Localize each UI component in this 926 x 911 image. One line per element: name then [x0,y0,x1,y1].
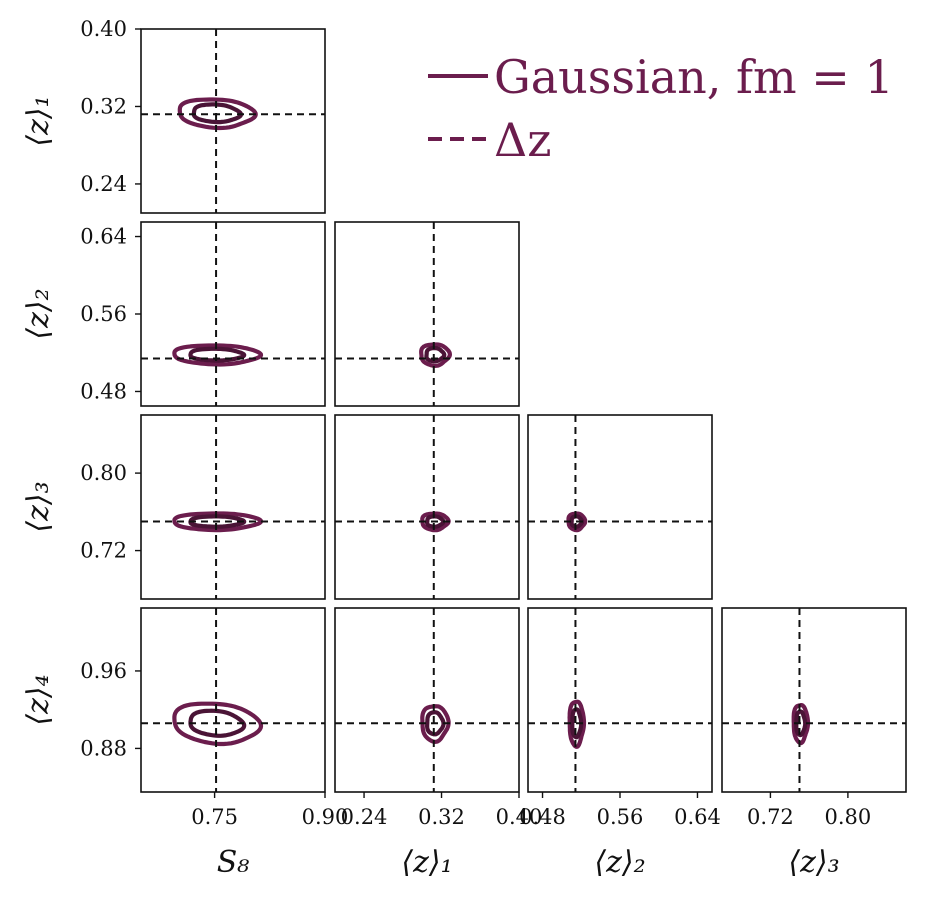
panel-frame [527,414,713,600]
panel-plot-area [528,608,712,792]
y-tick-label: 0.88 [80,736,127,760]
y-tick-label: 0.40 [80,17,127,41]
y-tick-label: 0.48 [80,379,127,403]
y-tick-label: 0.96 [80,659,127,683]
y-tick-label: 0.72 [80,539,127,563]
x-tick-label: 0.90 [302,805,349,829]
panel-z3-vs-z4: 0.72 0.80 [721,607,907,829]
y-axis-label-z3: ⟨z⟩₃ [21,481,56,532]
panel-plot-area [528,415,712,599]
y-tick-label: 0.64 [80,225,127,249]
contour-95 [172,701,264,747]
panel-s8-vs-z2: 0.64 0.56 0.48 [80,221,326,407]
x-tick-label: 0.24 [341,805,388,829]
contour-95 [419,342,452,368]
panel-plot-area [141,608,325,792]
y-tick-label: 0.56 [80,302,127,326]
legend-label-gaussian: Gaussian, fm = 1 [494,50,894,104]
y-axis-label-z4: ⟨z⟩₄ [21,674,56,725]
contour-68 [191,102,243,125]
x-tick-label: 0.32 [418,805,465,829]
x-tick-label: 0.64 [674,805,721,829]
x-tick-label: 0.72 [747,805,794,829]
panel-s8-vs-z1: 0.40 0.32 0.24 [80,17,326,214]
panel-z2-vs-z4: 0.48 0.56 0.64 [519,607,721,829]
x-axis-label-z1: ⟨z⟩₁ [401,845,452,880]
legend: Gaussian, fm = 1 Δz [428,50,894,167]
contour-68 [188,708,247,738]
contour-95 [172,343,264,367]
panel-plot-area [335,415,519,599]
panel-plot-area [141,222,325,406]
contour-95 [177,97,258,131]
contour-68 [570,707,584,740]
panel-frame [140,221,326,407]
y-tick-label: 0.80 [80,461,127,485]
panel-z2-vs-z3 [527,414,713,600]
panel-z1-vs-z2 [334,221,520,407]
legend-label-delta-z: Δz [494,113,551,167]
contour-68 [569,514,585,529]
contour-68 [425,710,446,737]
panel-z1-vs-z4: 0.24 0.32 0.40 [334,607,543,829]
x-tick-label: 0.80 [825,805,872,829]
x-tick-label: 0.40 [496,805,543,829]
x-axis-label-s8: S₈ [217,845,250,880]
x-axis-label-z3: ⟨z⟩₃ [788,845,839,880]
panel-s8-vs-z4: 0.96 0.88 0.75 0.90 [80,607,349,829]
y-axis-label-z2: ⟨z⟩₂ [21,288,56,339]
panel-s8-vs-z3: 0.80 0.72 [80,414,326,600]
panel-plot-area [335,608,519,792]
contour-68 [188,346,247,363]
panel-plot-area [141,29,325,213]
y-tick-label: 0.32 [80,94,127,118]
panel-frame [334,221,520,407]
panel-frame [140,28,326,214]
panel-plot-area [722,608,906,792]
panel-frame [527,607,713,793]
contour-68 [425,514,446,529]
panel-z1-vs-z3 [334,414,520,600]
contour-68 [424,346,447,364]
panel-frame [140,607,326,793]
panel-plot-area [335,222,519,406]
panel-frame [721,607,907,793]
y-axis-label-z1: ⟨z⟩₁ [21,95,56,146]
panel-frame [334,607,520,793]
x-axis-label-z2: ⟨z⟩₂ [594,845,645,880]
panel-frame [140,414,326,600]
contour-95 [172,511,264,533]
y-tick-label: 0.24 [80,172,127,196]
contour-95 [791,703,811,746]
panels-layer: 0.40 0.32 0.24 0.64 0.56 0.48 0.80 0.72 0.96 0.88… [21,17,907,880]
panel-plot-area [141,415,325,599]
x-tick-label: 0.56 [597,805,644,829]
panel-frame [334,414,520,600]
x-tick-label: 0.48 [519,805,566,829]
x-tick-label: 0.75 [191,805,238,829]
